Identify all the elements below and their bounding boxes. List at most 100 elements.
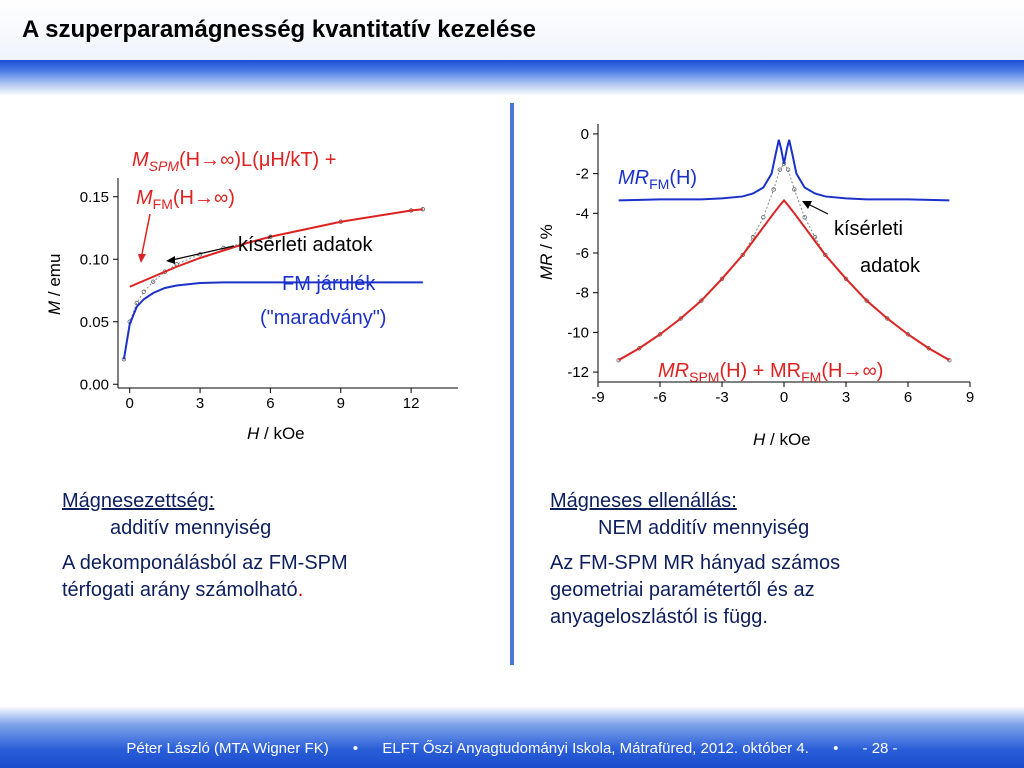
experimental-data-line [123,208,423,360]
x-tick-label: 9 [966,389,974,406]
title-bar: A szuperparamágnesség kvantitatív kezelé… [0,0,1024,64]
y-tick-label: -4 [576,205,589,222]
decomposition-line2: térfogati arány számolható. [62,577,348,604]
experimental-data-point [761,215,766,220]
magnetization-additive: additív mennyiség [110,517,272,539]
y-tick-label: -2 [576,166,589,183]
experimental-data-point [657,332,663,337]
mr-line2: geometriai paramétertől és az [550,579,815,601]
y-axis-label: M / emu [45,254,64,315]
left-experimental-arrow [171,245,235,261]
experimental-data-point [719,276,725,281]
mr-not-additive: NEM additív mennyiség [598,517,810,539]
spm-fit-arrowhead [138,254,146,263]
left-experimental-arrowhead [166,256,175,264]
x-axis-label-symbol: H [247,424,260,443]
x-axis-label-symbol: H [753,430,766,449]
x-axis-label: H / kOe [247,424,305,443]
spm-fit-arrow [141,213,151,255]
decomposition-line2-text: térfogati arány számolható [62,579,298,601]
x-tick-label: 6 [904,389,912,406]
right-text-block: Mágneses ellenállás: NEM additív mennyis… [550,488,840,631]
y-tick-label: 0.00 [80,376,109,393]
x-tick-label: 9 [337,395,345,412]
y-tick-label: 0.05 [80,314,109,331]
experimental-data-point [777,167,783,172]
right-experimental-arrow [807,203,829,215]
fit-curve-blue [122,281,423,360]
footer-author: Péter László (MTA Wigner FK) [126,740,329,757]
magnetization-chart: 0 3 6 9 12 0.00 0.05 0.10 0.15 M / emu H / kOe M… [45,149,458,443]
experimental-data-point [843,276,849,281]
fit-curve-red [129,208,423,288]
experimental-data-point [905,332,911,337]
footer-band [0,706,1024,768]
spm-fit-label: MSPM(H→∞)L(μH/kT) + [132,149,336,174]
x-tick-label: 3 [842,389,850,406]
y-tick-label: -12 [567,364,589,381]
y-tick-label: -8 [576,285,589,302]
right-experimental-label: kísérleti [834,218,903,240]
experimental-data-point [785,167,791,172]
y-tick-label: 0.10 [80,251,109,268]
left-experimental-label: kísérleti adatok [238,234,374,256]
x-tick-label: 0 [780,389,788,406]
mr-spm-label: MRSPM(H) + MRFM(H→∞) [658,360,883,385]
y-tick-label: 0.15 [80,189,109,206]
mr-line3: anyageloszlástól is függ. [550,606,768,628]
y-axis-label: MR / % [537,224,556,280]
spm-fit-label-line2: MFM(H→∞) [136,187,235,212]
y-axis-label-unit: / emu [45,254,64,301]
decomposition-dot: . [297,579,304,601]
right-plot-area: -9 -6 -3 0 3 6 9 0 -2 -4 -6 -8 -10 -12 [567,124,974,406]
mr-line1: Az FM-SPM MR hányad számos [550,552,841,574]
title-band [0,60,1024,96]
right-experimental-arrowhead [802,201,812,209]
experimental-data-point [885,316,890,321]
experimental-data-point [134,300,139,306]
x-tick-label: -9 [591,389,604,406]
experimental-data-point [802,215,807,220]
experimental-data-point [823,252,828,258]
footer-separator: • [352,740,359,757]
experimental-data-point [864,298,869,303]
y-tick-label: -10 [567,324,589,341]
fm-contribution-label-line2: ("maradvány") [260,307,386,329]
footer-separator: • [833,740,839,757]
experimental-data-point [678,316,683,321]
x-axis-label-unit: / kOe [259,424,304,443]
x-tick-label: 3 [196,395,204,412]
x-tick-label: -3 [715,389,728,406]
experimental-data-point [771,187,776,192]
x-tick-label: -6 [653,389,666,406]
y-axis-label-symbol: MR [537,254,556,280]
x-tick-label: 6 [266,395,274,412]
column-divider [510,103,514,665]
x-axis-label-unit: / kOe [765,430,810,449]
y-tick-label: -6 [576,245,589,262]
decomposition-line1: A dekomponálásból az FM-SPM [62,552,348,574]
experimental-data-point [740,252,745,258]
y-axis-label-unit: / % [537,224,556,253]
mr-fm-label: MRFM(H) [618,167,697,192]
y-tick-label: 0 [581,126,589,143]
x-tick-label: 0 [126,395,134,412]
mr-heading: Mágneses ellenállás: [550,490,737,512]
magnetization-heading: Mágnesezettség: [62,490,215,512]
slide-title: A szuperparamágnesség kvantitatív kezelé… [22,16,537,43]
experimental-data-point [141,289,146,294]
right-experimental-label-line2: adatok [860,255,921,277]
x-axis-label: H / kOe [753,430,811,449]
magnetoresistance-chart: -9 -6 -3 0 3 6 9 0 -2 -4 -6 -8 -10 -12 MR / % H / kOe… [537,124,974,449]
fit-curve-red [618,198,950,362]
footer: Péter László (MTA Wigner FK) • ELFT Őszi… [0,740,1024,757]
experimental-data-point [150,279,156,284]
left-plot-area: 0 3 6 9 12 0.00 0.05 0.10 0.15 [80,178,458,412]
footer-event: ELFT Őszi Anyagtudományi Iskola, Mátrafü… [382,740,809,757]
experimental-data-point [699,298,704,303]
fit-curve-blue [618,139,950,202]
footer-page-number: - 28 - [862,740,898,757]
left-text-block: Mágnesezettség: additív mennyiség A deko… [62,488,348,604]
x-tick-label: 12 [403,395,420,412]
y-axis-label-symbol: M [45,300,64,315]
